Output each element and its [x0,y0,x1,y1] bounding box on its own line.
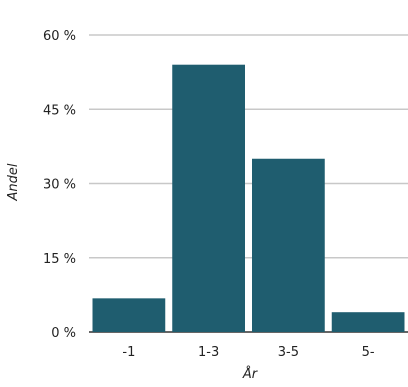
x-tick-label: 3-5 [278,345,299,360]
gridlines [89,34,408,333]
x-tick-label: 1-3 [198,345,219,360]
y-tick-label: 15 % [43,252,76,267]
x-axis-title: År [242,366,259,382]
bar-4 [331,312,405,332]
bar-3 [252,158,325,332]
x-tick-labels: -1 1-3 3-5 5- [122,345,375,360]
y-tick-label: 60 % [43,29,76,44]
x-tick-label: -1 [122,345,135,360]
bars [92,64,405,332]
y-tick-label: 45 % [43,103,76,118]
y-tick-labels: 0 % 15 % 30 % 45 % 60 % [43,29,76,341]
y-axis-title: Andel [6,163,21,201]
bar-2 [172,64,245,332]
y-tick-label: 30 % [43,178,76,193]
y-tick-label: 0 % [51,326,76,341]
x-tick-label: 5- [362,345,375,360]
bar-1 [92,298,166,332]
